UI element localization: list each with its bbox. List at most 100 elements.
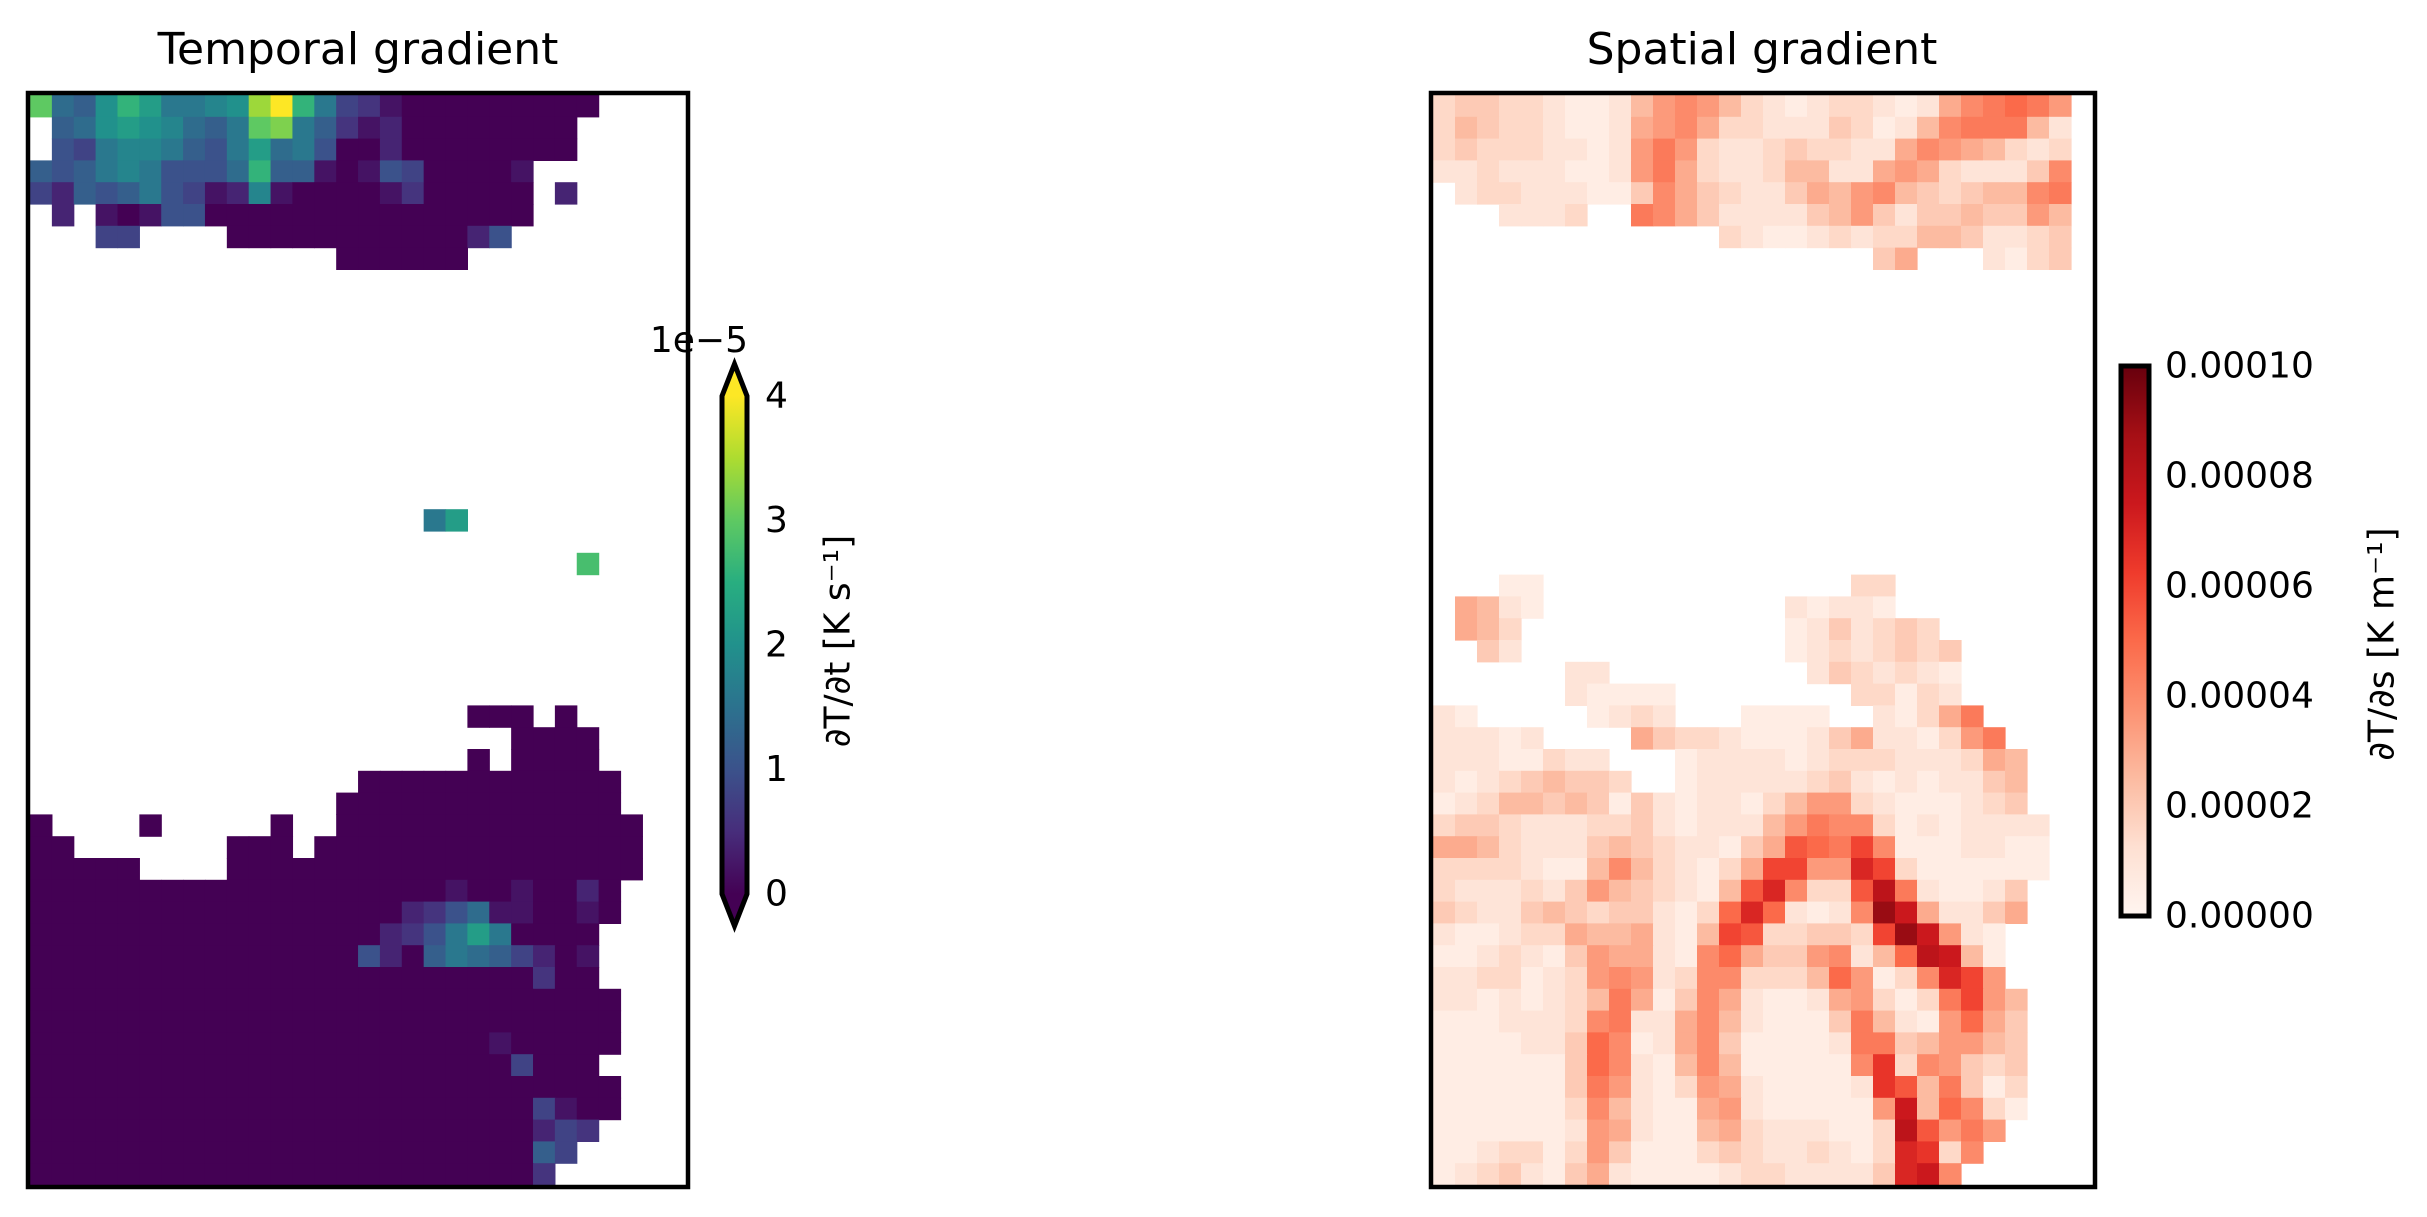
colorbar-tick-label: 1 (765, 749, 788, 790)
heatmap-cell (30, 858, 53, 881)
heatmap-cell (1653, 814, 1676, 837)
heatmap-cell (30, 1097, 53, 1121)
heatmap-cell (1477, 923, 1500, 946)
heatmap-cell (1741, 945, 1764, 968)
heatmap-cell (1543, 1054, 1566, 1077)
heatmap-cell (117, 225, 140, 249)
heatmap-cell (445, 225, 468, 249)
heatmap-cell (467, 945, 490, 968)
heatmap-cell (379, 945, 403, 968)
heatmap-cell (1477, 138, 1500, 161)
heatmap-cell (1873, 574, 1896, 597)
heatmap-cell (1587, 95, 1610, 118)
heatmap-cell (314, 95, 337, 118)
heatmap-cell (183, 879, 206, 903)
heatmap-cell (379, 1010, 403, 1033)
heatmap-cell (1851, 618, 1874, 641)
heatmap-cell (95, 945, 119, 968)
heatmap-cell (554, 727, 578, 750)
heatmap-cell (183, 1163, 206, 1186)
heatmap-cell (1499, 640, 1522, 663)
heatmap-cell (51, 988, 75, 1012)
heatmap-cell (1455, 138, 1478, 161)
heatmap-cell (489, 225, 512, 249)
heatmap-cell (1675, 727, 1698, 750)
heatmap-cell (73, 879, 97, 903)
heatmap-cell (1829, 95, 1852, 118)
heatmap-cell (1653, 1119, 1676, 1142)
heatmap-cell (1719, 1141, 1742, 1164)
heatmap-cell (1763, 1163, 1786, 1186)
heatmap-cell (183, 945, 206, 968)
heatmap-cell (489, 945, 512, 968)
heatmap-cell (401, 923, 425, 946)
heatmap-cell (1565, 138, 1588, 161)
heatmap-cell (204, 138, 228, 161)
heatmap-cell (2027, 858, 2050, 881)
heatmap-cell (1807, 967, 1830, 990)
heatmap-cell (1983, 1054, 2006, 1077)
heatmap-cell (1587, 1076, 1610, 1099)
heatmap-cell (511, 836, 534, 859)
heatmap-cell (314, 160, 337, 183)
heatmap-cell (1433, 923, 1456, 946)
heatmap-cell (1675, 1163, 1698, 1186)
heatmap-cell (379, 247, 403, 270)
heatmap-cell (336, 1119, 359, 1142)
heatmap-cell (2049, 182, 2072, 205)
heatmap-cell (1565, 1010, 1588, 1033)
heatmap-cell (1851, 1032, 1874, 1055)
heatmap-cell (183, 1076, 206, 1099)
heatmap-cell (489, 1010, 512, 1033)
temporal-colorbar-label: ∂T/∂t [K s⁻¹] (818, 535, 859, 747)
heatmap-cell (1851, 901, 1874, 924)
heatmap-cell (139, 988, 162, 1012)
heatmap-cell (1763, 1119, 1786, 1142)
heatmap-cell (1851, 792, 1874, 815)
heatmap-cell (1829, 749, 1852, 772)
heatmap-cell (1521, 988, 1544, 1012)
heatmap-cell (95, 138, 119, 161)
heatmap-cell (2027, 182, 2050, 205)
heatmap-cell (1895, 1032, 1918, 1055)
heatmap-cell (1675, 945, 1698, 968)
heatmap-cell (1587, 792, 1610, 815)
heatmap-cell (1917, 1076, 1940, 1099)
heatmap-cell (1609, 683, 1632, 706)
heatmap-cell (1895, 770, 1918, 794)
heatmap-cell (1785, 1010, 1808, 1033)
heatmap-cell (1521, 596, 1544, 619)
heatmap-cell (183, 1097, 206, 1121)
heatmap-cell (1499, 792, 1522, 815)
heatmap-cell (204, 116, 228, 140)
heatmap-cell (1565, 116, 1588, 140)
heatmap-cell (1741, 1032, 1764, 1055)
heatmap-cell (1961, 1076, 1984, 1099)
heatmap-cell (139, 138, 162, 161)
heatmap-cell (1719, 945, 1742, 968)
heatmap-cell (1675, 770, 1698, 794)
heatmap-cell (511, 1119, 534, 1142)
heatmap-cell (1697, 1032, 1720, 1055)
heatmap-cell (1477, 988, 1500, 1012)
heatmap-cell (1697, 1010, 1720, 1033)
heatmap-cell (1565, 792, 1588, 815)
heatmap-cell (1697, 204, 1720, 227)
heatmap-cell (1939, 182, 1962, 205)
heatmap-cell (248, 988, 272, 1012)
heatmap-cell (445, 1076, 468, 1099)
heatmap-cell (1433, 836, 1456, 859)
heatmap-cell (336, 1010, 359, 1033)
heatmap-cell (1697, 814, 1720, 837)
heatmap-cell (1741, 792, 1764, 815)
spatial-colorbar-label: ∂T/∂s [K m⁻¹] (2362, 527, 2403, 760)
heatmap-cell (1631, 901, 1654, 924)
heatmap-cell (1873, 1097, 1896, 1121)
heatmap-cell (467, 858, 490, 881)
heatmap-cell (1785, 1097, 1808, 1121)
heatmap-cell (1785, 160, 1808, 183)
heatmap-cell (1675, 1010, 1698, 1033)
heatmap-cell (1785, 879, 1808, 903)
heatmap-cell (554, 1097, 578, 1121)
spatial-gradient-colorbar: 0.00000 0.00002 0.00004 0.00006 0.00008 0.000… (2118, 346, 2314, 937)
